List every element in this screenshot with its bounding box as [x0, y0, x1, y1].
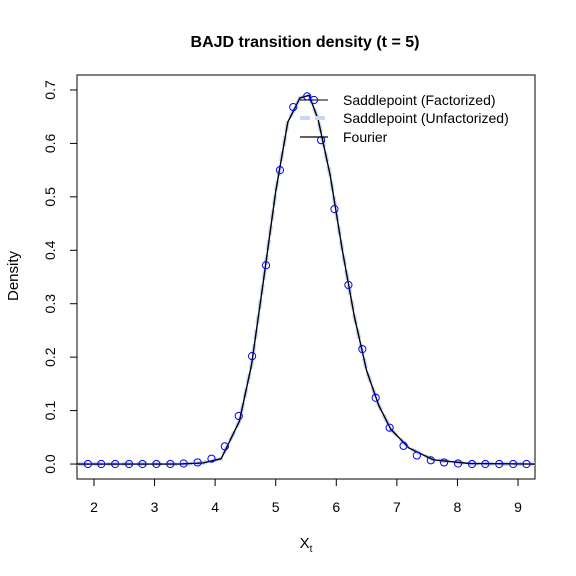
series-layer	[77, 92, 536, 469]
series-line-fourier	[77, 94, 536, 465]
legend-entry-fourier: Fourier	[300, 129, 388, 145]
y-tick-label: 0.3	[42, 294, 58, 314]
x-axis-label-main: X	[300, 535, 310, 552]
data-point-saddlepoint-factorized	[275, 166, 285, 175]
data-point-saddlepoint-factorized	[358, 345, 367, 354]
data-point-saddlepoint-factorized	[220, 442, 229, 451]
x-tick-label: 9	[514, 499, 522, 515]
data-point-saddlepoint-factorized	[138, 459, 147, 469]
y-tick-label: 0.6	[42, 133, 58, 153]
data-point-saddlepoint-factorized	[412, 451, 421, 460]
y-axis: 0.0 0.1 0.2 0.3 0.4 0.5 0.6 0.7	[42, 80, 78, 474]
data-point-saddlepoint-factorized	[179, 459, 188, 468]
data-point-saddlepoint-factorized	[234, 411, 243, 421]
data-point-saddlepoint-factorized	[152, 459, 161, 469]
y-tick-label: 0.2	[42, 347, 58, 367]
x-tick-label: 7	[393, 499, 401, 515]
data-point-saddlepoint-factorized	[426, 456, 435, 465]
data-point-saddlepoint-factorized	[440, 458, 449, 467]
legend-label: Saddlepoint (Factorized)	[343, 92, 496, 108]
y-tick-label: 0.5	[42, 187, 58, 207]
data-point-saddlepoint-factorized	[344, 280, 353, 290]
data-point-saddlepoint-factorized	[193, 458, 202, 467]
data-point-saddlepoint-factorized	[166, 459, 175, 469]
x-tick-label: 8	[454, 499, 462, 515]
chart-title: BAJD transition density (t = 5)	[191, 34, 420, 51]
data-point-saddlepoint-factorized	[509, 459, 518, 469]
data-point-saddlepoint-factorized	[125, 459, 134, 469]
y-tick-label: 0.7	[42, 80, 58, 100]
data-point-saddlepoint-factorized	[385, 423, 394, 432]
data-point-saddlepoint-factorized	[495, 459, 504, 469]
legend-label: Saddlepoint (Unfactorized)	[343, 110, 509, 126]
data-point-saddlepoint-factorized	[111, 459, 120, 469]
y-axis-label: Density	[5, 250, 22, 301]
data-point-saddlepoint-factorized	[97, 459, 106, 469]
data-point-saddlepoint-factorized	[330, 205, 339, 214]
y-tick-label: 0.0	[42, 454, 58, 474]
data-point-saddlepoint-factorized	[371, 393, 380, 402]
x-tick-label: 6	[332, 499, 340, 515]
x-tick-label: 2	[90, 499, 98, 515]
y-tick-label: 0.4	[42, 240, 58, 260]
x-tick-label: 5	[272, 499, 280, 515]
x-axis-label-subscript: t	[310, 544, 313, 555]
legend-entry-saddlepoint-unfactorized: Saddlepoint (Unfactorized)	[300, 110, 509, 126]
legend-label: Fourier	[343, 129, 388, 145]
data-point-saddlepoint-factorized	[207, 454, 216, 463]
x-tick-label: 3	[151, 499, 159, 515]
data-point-saddlepoint-factorized	[399, 441, 408, 450]
x-tick-label: 4	[211, 499, 219, 515]
data-point-saddlepoint-factorized	[467, 459, 477, 469]
y-ticks: 0.0 0.1 0.2 0.3 0.4 0.5 0.6 0.7	[42, 80, 77, 474]
data-point-saddlepoint-factorized	[522, 459, 531, 469]
x-axis: 2 3 4 5 6 7 8 9	[90, 478, 522, 515]
legend: Saddlepoint (Factorized) Saddlepoint (Unf…	[300, 92, 509, 145]
legend-entry-saddlepoint-factorized: Saddlepoint (Factorized)	[300, 92, 496, 108]
data-point-saddlepoint-factorized	[453, 459, 463, 468]
data-point-saddlepoint-factorized	[247, 351, 257, 361]
y-tick-label: 0.1	[42, 401, 58, 421]
data-point-saddlepoint-factorized	[261, 261, 271, 270]
data-point-saddlepoint-factorized	[83, 459, 93, 469]
legend-key-marker	[309, 95, 319, 105]
x-ticks: 2 3 4 5 6 7 8 9	[90, 479, 522, 515]
x-axis-label: Xt	[300, 535, 313, 555]
data-point-saddlepoint-factorized	[481, 459, 490, 469]
data-point-saddlepoint-factorized	[289, 102, 298, 112]
